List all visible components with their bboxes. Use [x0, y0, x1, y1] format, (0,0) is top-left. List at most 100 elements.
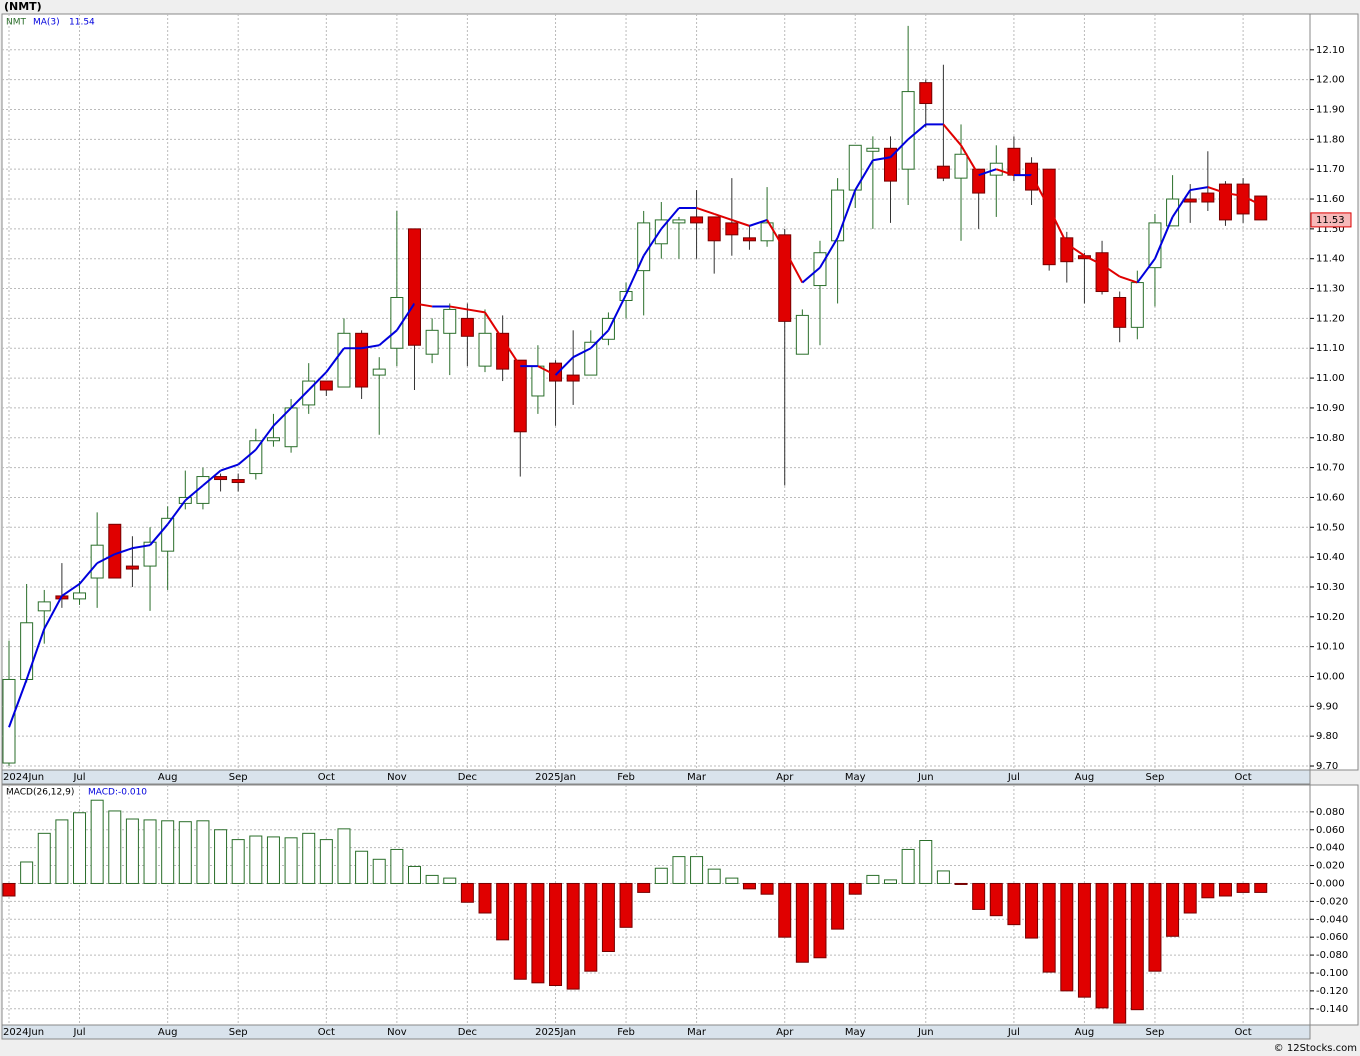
- candle-body: [231, 479, 245, 484]
- candle-body: [372, 368, 386, 376]
- y-tick-label: 9.80: [1316, 731, 1338, 742]
- x-tick-label: 2024Jun: [3, 1027, 44, 1038]
- x-tick-label: 2025Jan: [535, 772, 576, 783]
- y-tick-label: 11.00: [1316, 373, 1345, 384]
- candle-body: [831, 189, 845, 242]
- candle-body: [319, 380, 333, 391]
- x-tick-label: Mar: [687, 1027, 707, 1038]
- bar: [654, 867, 668, 884]
- bar: [1201, 882, 1215, 899]
- candle-body: [884, 147, 897, 182]
- bar: [460, 882, 474, 903]
- ma-line: [220, 463, 239, 472]
- x-tick-label: Jun: [917, 1027, 934, 1038]
- candle-body: [989, 162, 1003, 176]
- ma-line: [1207, 186, 1226, 194]
- y-tick-label: 10.80: [1316, 433, 1345, 444]
- ma-line: [184, 484, 204, 502]
- bar: [989, 882, 1003, 917]
- y-tick-label: -0.060: [1316, 932, 1348, 943]
- ma-line: [501, 338, 522, 367]
- bar: [443, 877, 457, 884]
- x-tick-label: Oct: [318, 1027, 335, 1038]
- last-price-box: [1310, 212, 1352, 228]
- candle-body: [707, 216, 721, 242]
- ma-line: [607, 294, 627, 331]
- y-tick-label: 10.60: [1316, 492, 1345, 503]
- bar: [143, 819, 157, 884]
- price-axis: [1309, 13, 1359, 771]
- candle-body: [1060, 237, 1074, 263]
- x-tick-label: Oct: [318, 772, 335, 783]
- bar: [672, 856, 686, 884]
- bar: [1060, 882, 1074, 992]
- x-tick-label: Nov: [387, 772, 407, 783]
- bar: [813, 882, 827, 959]
- bar: [566, 882, 580, 990]
- y-tick-label: 0.060: [1316, 825, 1345, 836]
- date-band: [1, 1024, 1311, 1040]
- candle-body: [443, 308, 457, 334]
- bar: [1007, 882, 1021, 926]
- y-tick-label: 0.040: [1316, 843, 1345, 854]
- candle-body: [690, 216, 704, 224]
- ma-line: [1171, 189, 1192, 218]
- x-tick-label: Mar: [687, 772, 707, 783]
- date-band: [1, 769, 1311, 785]
- bar: [601, 882, 615, 952]
- candle-body: [1113, 296, 1127, 328]
- candle-body: [478, 332, 492, 367]
- ma-line: [783, 249, 804, 284]
- candle-body: [425, 329, 439, 355]
- bar: [795, 882, 809, 963]
- bar: [531, 882, 545, 984]
- macd-axis: [1309, 784, 1359, 1026]
- ma-line: [272, 407, 292, 427]
- y-tick-label: 9.70: [1316, 761, 1338, 772]
- bar: [619, 882, 633, 928]
- price-panel: [1, 13, 1311, 771]
- candle-body: [954, 153, 968, 179]
- y-tick-label: 11.10: [1316, 343, 1345, 354]
- ma-line: [1136, 258, 1156, 284]
- y-tick-label: 9.90: [1316, 701, 1338, 712]
- ma-line: [449, 305, 468, 311]
- bar: [954, 882, 968, 885]
- ma-line: [537, 365, 556, 376]
- last-price-label: 11.53: [1316, 215, 1345, 226]
- candle-body: [936, 165, 950, 179]
- bar: [20, 861, 34, 884]
- ma-line: [642, 228, 663, 257]
- bar: [161, 820, 175, 884]
- ma-line: [114, 547, 133, 556]
- x-tick-label: Aug: [158, 1027, 178, 1038]
- candle-body: [919, 82, 933, 105]
- bar: [513, 882, 527, 980]
- bar: [1025, 882, 1039, 939]
- ma-line: [749, 218, 768, 227]
- x-tick-label: Jul: [1007, 772, 1020, 783]
- ma-line: [1154, 216, 1174, 260]
- bar: [390, 848, 404, 884]
- candle-body: [2, 678, 16, 764]
- ma-line: [872, 156, 891, 162]
- bar: [1254, 882, 1268, 893]
- x-tick-label: Aug: [1075, 1027, 1095, 1038]
- x-tick-label: May: [845, 772, 866, 783]
- ma-line: [554, 356, 574, 376]
- y-tick-label: 10.30: [1316, 582, 1345, 593]
- ma-line: [467, 308, 486, 314]
- ma-line: [255, 425, 275, 451]
- x-tick-label: 2024Jun: [3, 772, 44, 783]
- candle-body: [284, 407, 298, 448]
- x-tick-label: 2025Jan: [535, 1027, 576, 1038]
- x-tick-label: Aug: [1075, 772, 1095, 783]
- ma-line: [1101, 263, 1121, 278]
- bar: [1042, 882, 1056, 973]
- bar: [214, 829, 228, 884]
- x-tick-label: Jun: [917, 772, 934, 783]
- copyright: © 12Stocks.com: [1274, 1043, 1357, 1054]
- y-tick-label: 0.000: [1316, 878, 1345, 889]
- ma-line: [149, 523, 169, 546]
- x-tick-label: Jul: [72, 772, 85, 783]
